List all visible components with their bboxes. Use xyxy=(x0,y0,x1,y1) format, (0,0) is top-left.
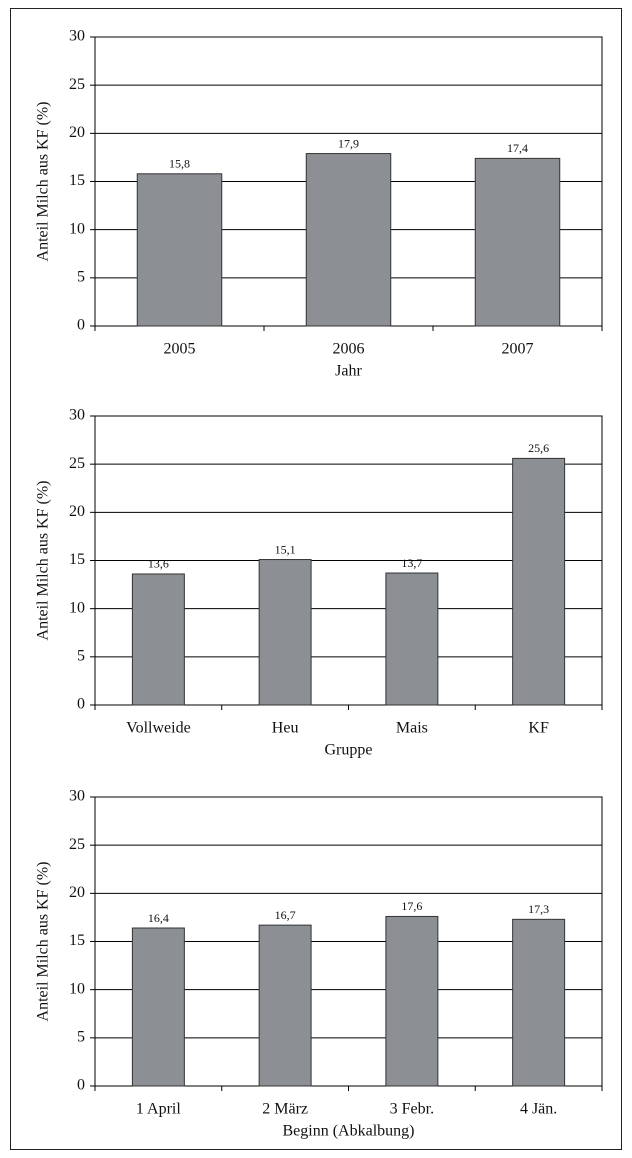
value-label: 13,7 xyxy=(401,556,422,570)
value-label: 17,4 xyxy=(507,141,528,155)
y-tick-label: 15 xyxy=(69,551,85,568)
y-tick-label: 10 xyxy=(69,220,85,237)
x-axis-title: Gruppe xyxy=(325,742,373,759)
y-tick-label: 5 xyxy=(77,648,85,665)
y-tick-label: 30 xyxy=(69,788,85,805)
x-axis-title: Beginn (Abkalbung) xyxy=(283,1123,415,1140)
y-tick-label: 20 xyxy=(69,503,85,520)
value-label: 25,6 xyxy=(528,441,549,455)
y-tick-label: 5 xyxy=(77,1029,85,1046)
y-tick-label: 10 xyxy=(69,599,85,616)
x-tick-label: 2005 xyxy=(164,341,196,358)
bar xyxy=(385,572,439,706)
x-axis-title: Jahr xyxy=(335,363,362,380)
x-tick-label: 2006 xyxy=(333,341,365,358)
y-tick-label: 0 xyxy=(77,696,85,713)
y-axis-title: Anteil Milch aus KF (%) xyxy=(35,481,52,641)
y-tick-label: 15 xyxy=(69,172,85,189)
value-label: 15,1 xyxy=(275,542,296,556)
y-tick-label: 5 xyxy=(77,269,85,286)
y-tick-label: 20 xyxy=(69,884,85,901)
x-tick-label: 2007 xyxy=(502,341,534,358)
bar xyxy=(131,573,185,706)
value-label: 16,4 xyxy=(148,911,169,925)
y-tick-label: 15 xyxy=(69,932,85,949)
x-tick-label: 4 Jän. xyxy=(520,1101,557,1118)
value-label: 15,8 xyxy=(169,157,190,171)
y-tick-label: 0 xyxy=(77,1077,85,1094)
y-tick-label: 0 xyxy=(77,317,85,334)
x-tick-label: Vollweide xyxy=(126,720,191,737)
bar xyxy=(258,559,312,706)
y-axis-title: Anteil Milch aus KF (%) xyxy=(35,102,52,262)
y-tick-label: 10 xyxy=(69,980,85,997)
value-label: 17,3 xyxy=(528,902,549,916)
bar xyxy=(136,173,223,327)
frame xyxy=(10,8,622,1150)
value-label: 17,9 xyxy=(338,136,359,150)
y-tick-label: 30 xyxy=(69,28,85,45)
bar xyxy=(305,153,392,327)
y-tick-label: 25 xyxy=(69,76,85,93)
bar xyxy=(512,457,566,706)
x-tick-label: 2 März xyxy=(262,1101,308,1118)
y-axis-title: Anteil Milch aus KF (%) xyxy=(35,862,52,1022)
y-tick-label: 20 xyxy=(69,124,85,141)
bar xyxy=(258,924,312,1087)
y-tick-label: 30 xyxy=(69,407,85,424)
x-tick-label: KF xyxy=(528,720,549,737)
value-label: 13,6 xyxy=(148,557,169,571)
bar xyxy=(474,157,561,327)
value-label: 16,7 xyxy=(275,908,296,922)
x-tick-label: Mais xyxy=(396,720,428,737)
x-tick-label: 1 April xyxy=(136,1101,181,1118)
bar xyxy=(131,927,185,1087)
y-tick-label: 25 xyxy=(69,455,85,472)
value-label: 17,6 xyxy=(401,899,422,913)
x-tick-label: 3 Febr. xyxy=(390,1101,434,1118)
y-tick-label: 25 xyxy=(69,836,85,853)
x-tick-label: Heu xyxy=(272,720,299,737)
bar xyxy=(385,915,439,1087)
bar xyxy=(512,918,566,1087)
